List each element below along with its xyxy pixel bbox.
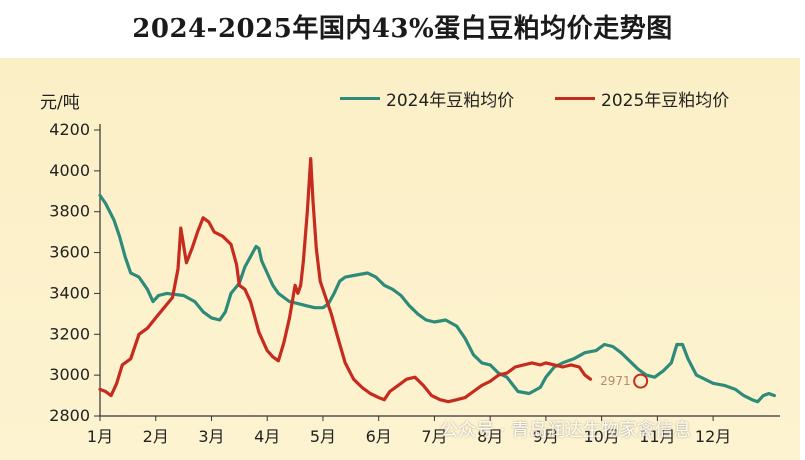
legend-item-2025: 2025年豆粕均价 xyxy=(555,86,729,111)
chart-title: 2024-2025年国内43%蛋白豆粕均价走势图 xyxy=(132,14,673,44)
x-tick-label-10: 10月 xyxy=(583,427,619,446)
legend-swatch-2024 xyxy=(340,97,380,100)
x-tick-label-11: 11月 xyxy=(639,427,675,446)
x-tick-label-1: 1月 xyxy=(87,427,113,446)
x-tick-label-8: 8月 xyxy=(477,427,503,446)
annotation-label: 2971 xyxy=(600,374,631,388)
series-line-2025 xyxy=(98,157,593,404)
legend-label-2024: 2024年豆粕均价 xyxy=(386,91,515,111)
chart-background xyxy=(0,58,800,460)
y-axis-unit: 元/吨 xyxy=(40,93,80,113)
series-line-2024 xyxy=(98,193,776,404)
y-tick-label-3600: 3600 xyxy=(49,243,90,262)
x-tick-label-2: 2月 xyxy=(143,427,169,446)
legend-label-2025: 2025年豆粕均价 xyxy=(601,91,730,111)
y-tick-label-4200: 4200 xyxy=(49,120,90,139)
x-tick-label-12: 12月 xyxy=(695,427,731,446)
x-tick-label-6: 6月 xyxy=(366,427,392,446)
x-tick-label-7: 7月 xyxy=(421,427,447,446)
y-tick-label-3200: 3200 xyxy=(49,324,90,343)
y-tick-label-2800: 2800 xyxy=(49,406,90,425)
x-tick-label-4: 4月 xyxy=(254,427,280,446)
legend-swatch-2025 xyxy=(555,97,595,100)
x-tick-label-5: 5月 xyxy=(310,427,336,446)
legend-item-2024: 2024年豆粕均价 xyxy=(340,86,514,111)
x-tick-label-9: 9月 xyxy=(533,427,559,446)
watermark: 公众号 · 青岛润达生物家禽信息 xyxy=(440,420,692,441)
annotation-marker xyxy=(633,373,649,389)
y-tick-label-3800: 3800 xyxy=(49,202,90,221)
y-tick-label-3000: 3000 xyxy=(49,365,90,384)
y-tick-label-4000: 4000 xyxy=(49,161,90,180)
x-tick-label-3: 3月 xyxy=(198,427,224,446)
y-tick-label-3400: 3400 xyxy=(49,283,90,302)
